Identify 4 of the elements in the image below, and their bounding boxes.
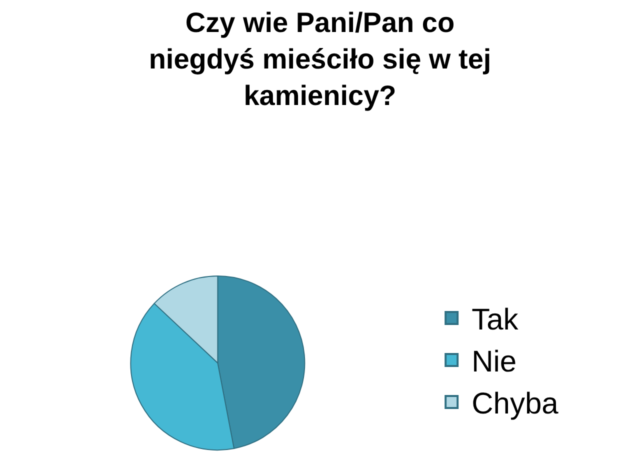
legend-label: Nie xyxy=(472,346,517,379)
legend-label: Chyba xyxy=(472,388,559,421)
chart-title: Czy wie Pani/Pan co niegdyś mieściło się w tej kamienicy? xyxy=(148,7,492,111)
legend-label: Tak xyxy=(472,304,520,337)
